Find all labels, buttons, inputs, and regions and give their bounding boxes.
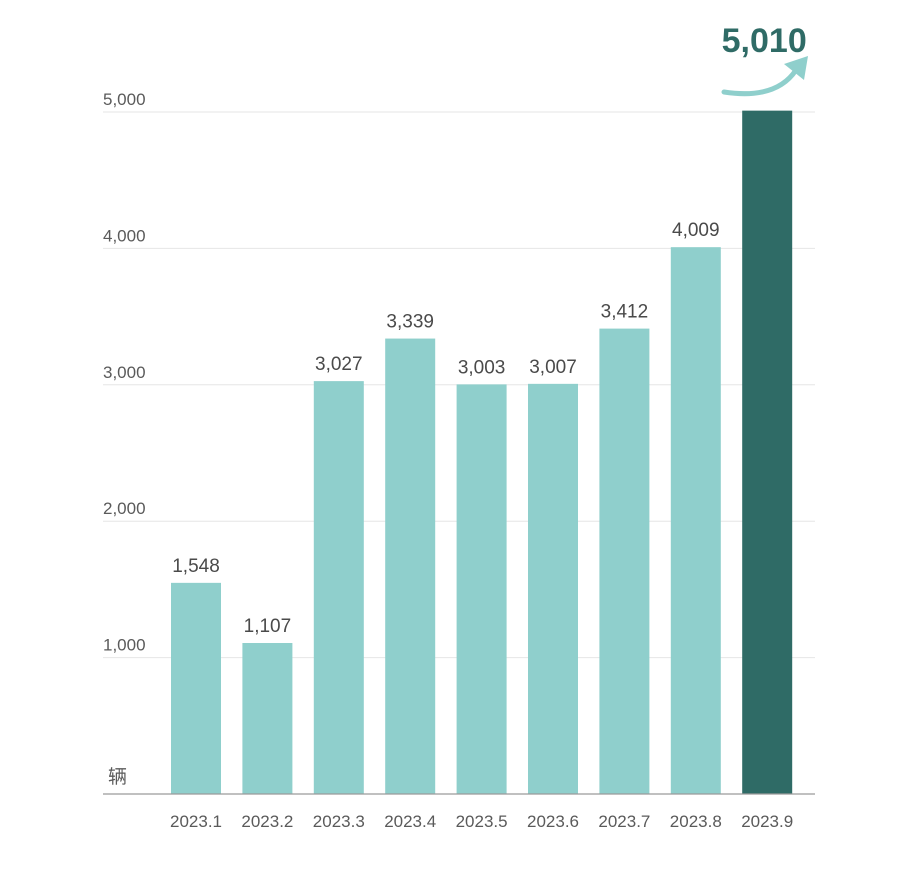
x-tick-label: 2023.6 [527,812,579,831]
bar [599,328,650,794]
x-tick-label: 2023.3 [313,812,365,831]
data-label: 4,009 [672,220,720,241]
x-axis-ticks: 2023.1 2023.2 2023.3 2023.4 2023.5 2023.6 2023… [170,812,793,831]
y-tick-label: 1,000 [103,636,146,655]
x-tick-label: 2023.4 [384,812,436,831]
y-tick-label: 3,000 [103,363,146,382]
bar [242,643,293,794]
data-label: 3,339 [386,312,434,333]
data-label: 3,007 [529,357,577,378]
bar [670,247,721,795]
bar [456,384,507,794]
x-tick-label: 2023.9 [741,812,793,831]
bar-highlight [742,110,793,795]
y-axis-unit-label: 辆 [108,766,127,788]
x-tick-label: 2023.8 [670,812,722,831]
bar [313,381,364,794]
x-tick-label: 2023.7 [598,812,650,831]
data-label: 3,027 [315,354,363,375]
arrow-head [784,56,808,80]
data-label: 3,003 [458,357,506,378]
x-tick-label: 2023.1 [170,812,222,831]
growth-arrow-icon [721,56,808,97]
bar [528,383,578,794]
y-axis-ticks: 1,000 2,000 3,000 4,000 5,000 [103,90,146,655]
bar [171,582,221,794]
x-tick-label: 2023.5 [456,812,508,831]
highlight-data-label: 5,010 [722,22,807,60]
x-tick-label: 2023.2 [241,812,293,831]
y-tick-label: 5,000 [103,90,146,109]
data-label: 1,548 [172,556,220,577]
y-tick-label: 4,000 [103,226,146,245]
arrow-curve [721,67,799,97]
data-label: 1,107 [244,616,292,637]
data-label: 3,412 [601,302,649,323]
data-labels: 1,548 1,107 3,027 3,339 3,003 3,007 3,412 4,009… [172,22,807,637]
y-tick-label: 2,000 [103,499,146,518]
bar [385,338,436,794]
bars [171,110,793,795]
